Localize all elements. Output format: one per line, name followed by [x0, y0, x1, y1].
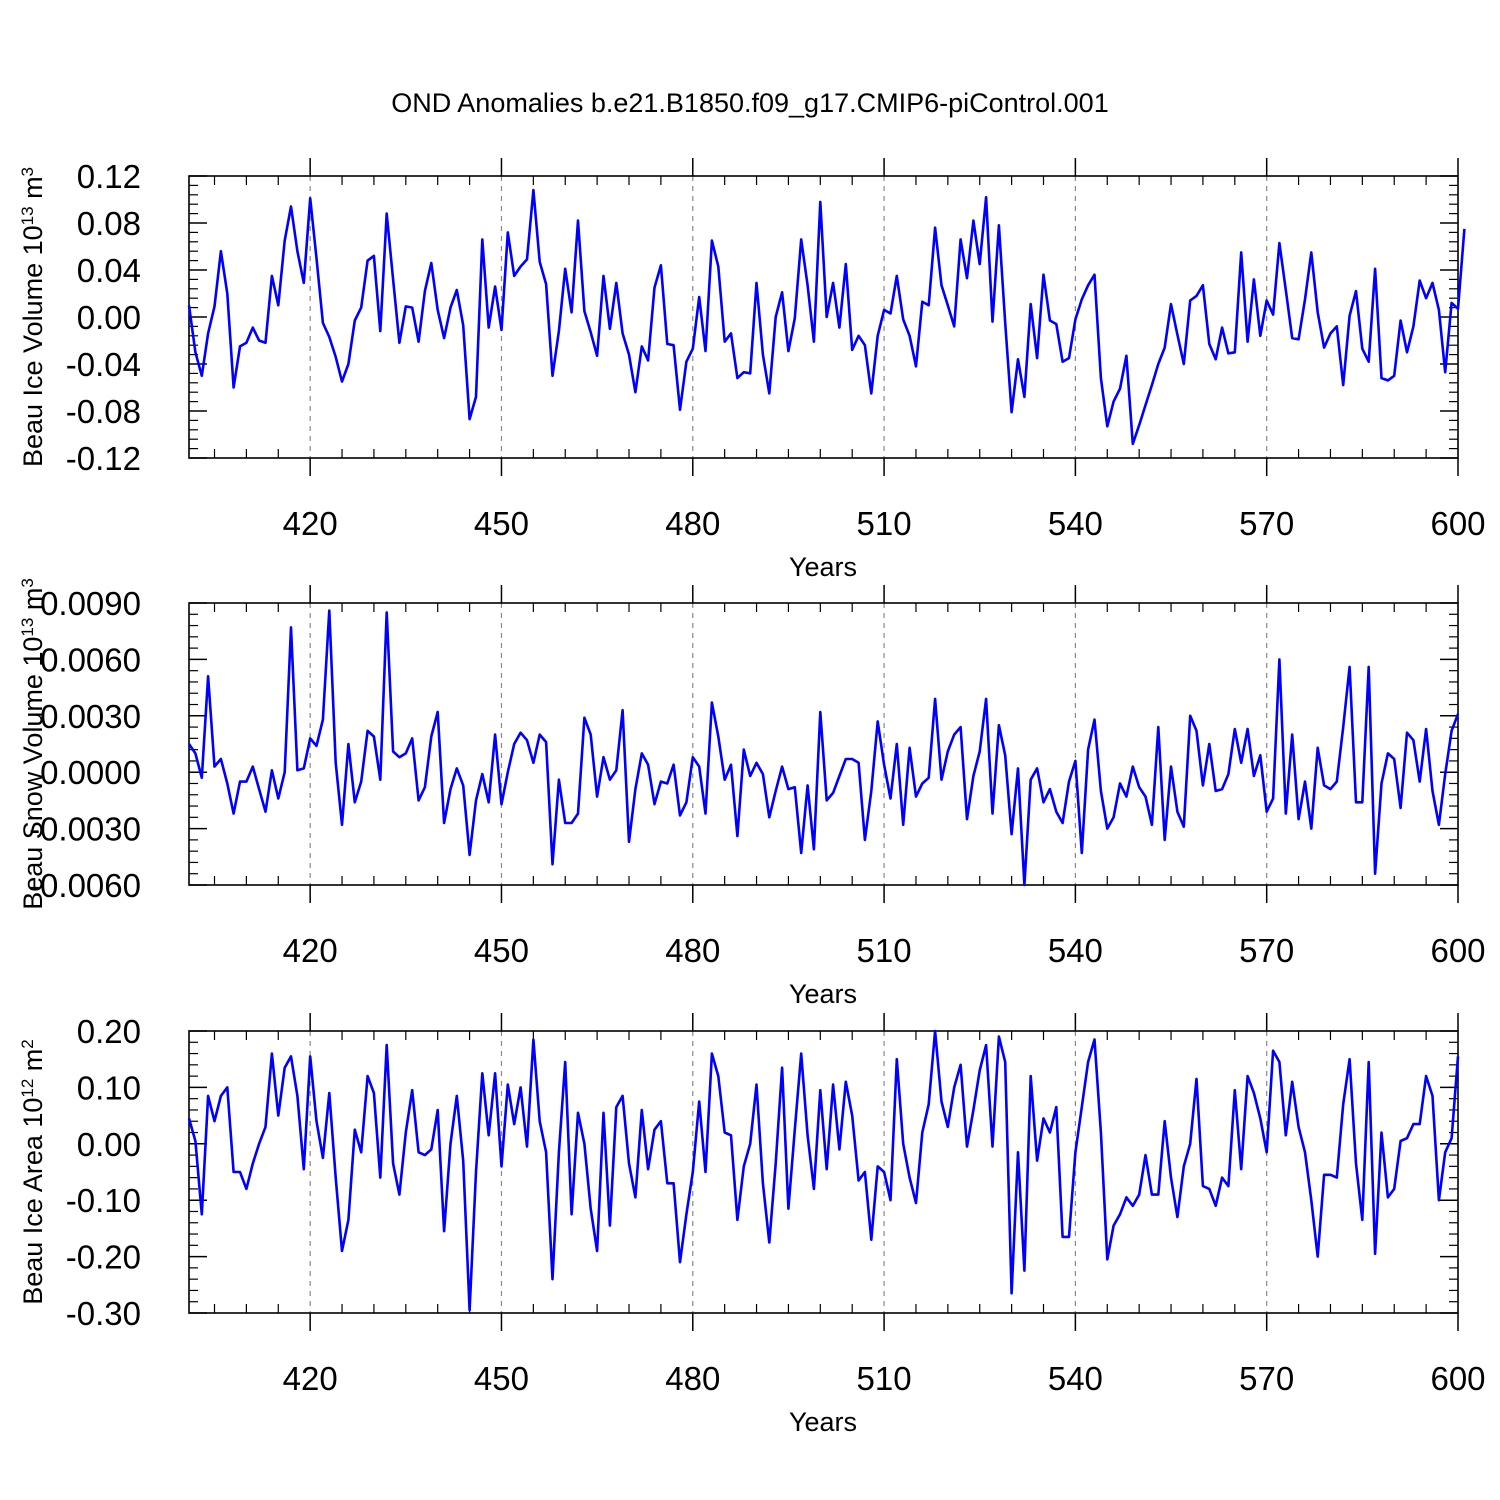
y-axis-label-part: m [18, 1049, 48, 1079]
y-axis-label-part: m [18, 588, 48, 618]
y-tick-label: -0.0030 [29, 811, 141, 848]
plot-frame [188, 1030, 1459, 1314]
x-axis-label: Years [789, 552, 857, 582]
y-tick-label: 0.08 [77, 205, 141, 242]
x-tick-label: 540 [1048, 932, 1103, 969]
x-tick-label: 450 [474, 1360, 529, 1397]
y-tick-label: -0.30 [66, 1295, 141, 1332]
x-tick-label: 450 [474, 505, 529, 542]
x-tick-label: 600 [1430, 1360, 1485, 1397]
x-tick-label: 570 [1239, 932, 1294, 969]
x-tick-label: 510 [857, 932, 912, 969]
x-tick-label: 480 [665, 1360, 720, 1397]
y-tick-label: 0.00 [77, 1126, 141, 1163]
y-tick-label: 0.12 [77, 158, 141, 195]
x-tick-label: 570 [1239, 1360, 1294, 1397]
y-tick-label: 0.0060 [40, 641, 141, 678]
panel-snow-volume: 420 450 480 510 540 570 600 -0.0060 -0.0030 0.000… [18, 578, 1486, 1009]
y-tick-label: 0.0000 [40, 754, 141, 791]
chart-title: OND Anomalies b.e21.B1850.f09_g17.CMIP6-… [391, 88, 1108, 118]
y-tick-label: -0.0060 [29, 867, 141, 904]
y-axis-label: Beau Ice Volume 1013 m3 [18, 167, 48, 467]
y-tick-label: 0.20 [77, 1013, 141, 1050]
y-axis-label-part: Beau Ice Volume 10 [18, 225, 48, 467]
y-tick-label: -0.10 [66, 1182, 141, 1219]
x-tick-label: 540 [1048, 505, 1103, 542]
y-axis-label-exponent: 13 [18, 206, 37, 225]
x-tick-label: 570 [1239, 505, 1294, 542]
panel-ice-area: 420 450 480 510 540 570 600 -0.30 -0.20 -0.10 0.00… [18, 1013, 1486, 1437]
y-tick-label: -0.12 [66, 440, 141, 477]
x-tick-label: 420 [283, 1360, 338, 1397]
y-axis-label-exponent: 2 [18, 1039, 37, 1048]
x-tick-label: 480 [665, 932, 720, 969]
y-tick-label: 0.00 [77, 299, 141, 336]
y-axis-label-part: Beau Ice Area 10 [18, 1098, 48, 1305]
y-tick-label: -0.08 [66, 393, 141, 430]
y-tick-label: 0.04 [77, 252, 141, 289]
x-tick-label: 540 [1048, 1360, 1103, 1397]
x-tick-label: 450 [474, 932, 529, 969]
series-line-snow-volume [187, 609, 1460, 887]
x-tick-label: 480 [665, 505, 720, 542]
x-tick-label: 600 [1430, 505, 1485, 542]
x-tick-label: 420 [283, 932, 338, 969]
y-axis-label-part: m [18, 176, 48, 206]
y-tick-label: -0.20 [66, 1239, 141, 1276]
plot-frame [188, 175, 1459, 459]
y-axis-label-exponent: 13 [18, 618, 37, 637]
panel-ice-volume: 420 450 480 510 540 570 600 -0.12 -0.08 -0.04 0.00… [18, 158, 1486, 582]
x-axis-label: Years [789, 1407, 857, 1437]
y-tick-label: 0.0090 [40, 585, 141, 622]
y-axis-label-exponent: 12 [18, 1079, 37, 1098]
x-tick-label: 420 [283, 505, 338, 542]
y-tick-label: 0.10 [77, 1069, 141, 1106]
x-tick-label: 600 [1430, 932, 1485, 969]
y-tick-label: -0.04 [66, 346, 141, 383]
x-tick-label: 510 [857, 1360, 912, 1397]
y-tick-label: 0.0030 [40, 698, 141, 735]
y-axis-label-part: Beau Snow Volume 10 [18, 637, 48, 910]
x-axis-label: Years [789, 979, 857, 1009]
y-axis-label-exponent: 3 [18, 167, 37, 176]
series-line-ice-volume [187, 188, 1466, 446]
y-axis-label-exponent: 3 [18, 578, 37, 587]
series-line-ice-area [187, 1029, 1460, 1312]
y-axis-label: Beau Ice Area 1012 m2 [18, 1039, 48, 1305]
y-axis-label: Beau Snow Volume 1013 m3 [18, 578, 48, 910]
x-tick-label: 510 [857, 505, 912, 542]
